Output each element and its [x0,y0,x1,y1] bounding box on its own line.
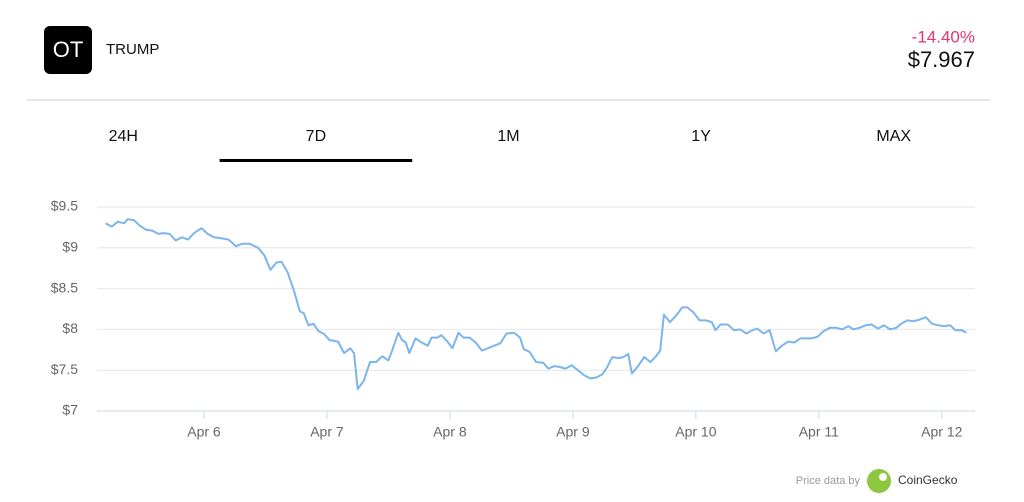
x-tick-label: Apr 10 [675,424,716,440]
y-tick-label: $9 [62,239,78,255]
tab[interactable]: 1M [497,128,519,145]
x-tick-label: Apr 7 [310,424,344,440]
coingecko-eye [879,473,887,481]
tab[interactable]: MAX [876,128,911,145]
tab[interactable]: 24H [109,128,138,145]
token-name: TRUMP [106,41,159,58]
coingecko-logo [867,469,891,493]
logo-text: OT [53,37,84,62]
price-change: -14.40% [912,27,975,46]
logo-box [44,26,92,74]
y-tick-label: $7.5 [51,361,78,377]
y-tick-label: $8 [62,320,78,336]
price-line [105,218,967,390]
x-tick-label: Apr 11 [799,424,839,440]
x-tick-label: Apr 8 [433,424,467,440]
y-tick-label: $7 [62,402,78,418]
source: CoinGecko [898,473,958,487]
tab[interactable]: 7D [306,128,326,145]
y-tick-label: $8.5 [51,279,78,295]
tab-underline [219,159,413,162]
tab-bar: 24H 7D 1M 1Y MAX [109,128,911,162]
x-tick-label: Apr 6 [187,424,221,440]
credit: Price data by [796,475,861,487]
y-tick-label: $9.5 [51,198,78,214]
x-tick-label: Apr 9 [556,424,590,440]
price: $7.967 [908,47,975,72]
x-tick-label: Apr 12 [921,424,962,440]
chart: $7 $7.5 $8 $8.5 $9 $9.5 Apr 6 Apr 7 Apr 8 Apr 9 Ap… [51,198,975,440]
tab[interactable]: 1Y [691,128,711,145]
